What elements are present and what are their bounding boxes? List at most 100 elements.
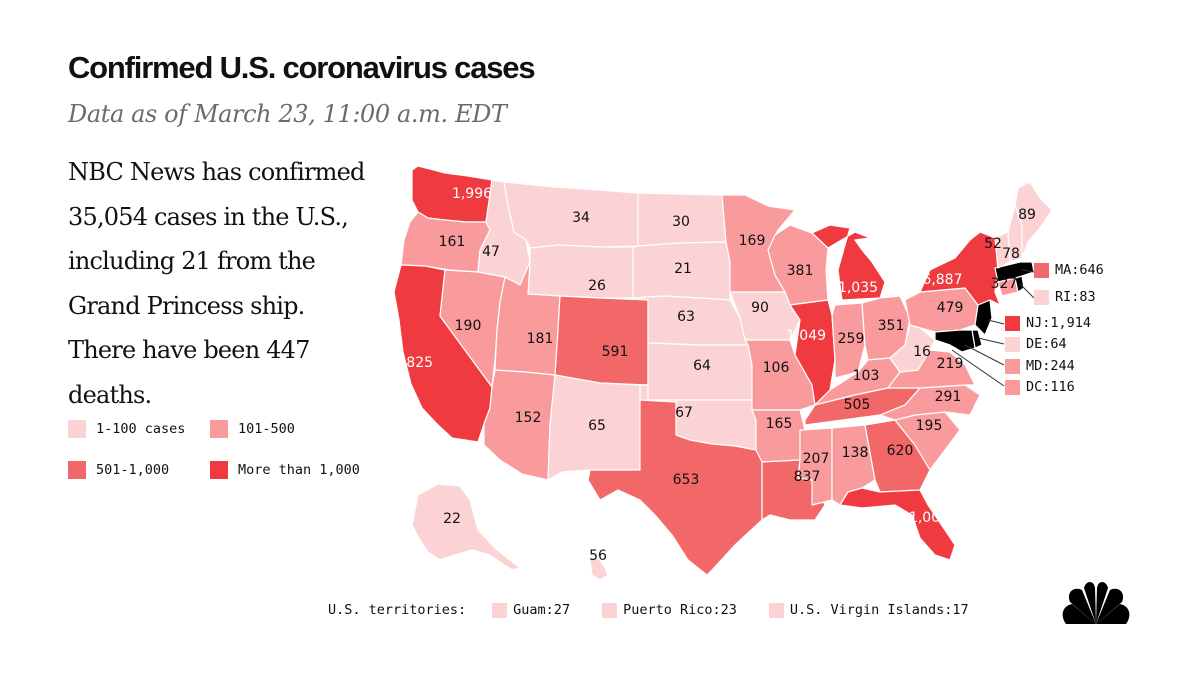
state-alaska <box>411 483 521 571</box>
state-label-hawaii: 56 <box>589 548 607 564</box>
state-label-kentucky: 103 <box>853 368 880 384</box>
us-map: 1,996 161 1,825 47 190 34 26 181 152 591 65 30 21 63 6… <box>380 150 1120 600</box>
state-new-jersey <box>974 299 993 336</box>
state-label-washington: 1,996 <box>452 186 492 202</box>
state-label-south-dakota: 21 <box>674 261 692 277</box>
legend-swatch-2 <box>210 420 228 438</box>
state-hawaii <box>589 557 609 581</box>
territory-swatch-guam <box>492 602 508 618</box>
state-label-california: 1,825 <box>393 355 433 371</box>
callout-label-md: MD:244 <box>1026 358 1075 374</box>
state-label-new-hampshire: 78 <box>1002 246 1020 262</box>
state-florida <box>839 487 956 561</box>
nbc-peacock-logo <box>1062 582 1130 624</box>
state-label-new-mexico: 65 <box>588 418 606 434</box>
territory-usvi: U.S. Virgin Islands:17 <box>768 602 969 618</box>
state-label-arkansas: 165 <box>766 416 793 432</box>
state-label-vermont: 52 <box>984 236 1002 252</box>
state-label-new-york: 16,887 <box>914 272 963 288</box>
state-arizona <box>483 369 556 481</box>
state-label-south-carolina: 195 <box>916 418 943 434</box>
legend-swatch-1 <box>68 420 86 438</box>
callout-label-nj: NJ:1,914 <box>1026 315 1092 331</box>
state-label-georgia: 620 <box>887 443 914 459</box>
callout-label-dc: DC:116 <box>1026 379 1075 395</box>
callout-ma: MA:646 <box>1034 262 1104 278</box>
callout-swatch-ri <box>1034 289 1049 305</box>
callout-de: DE:64 <box>1005 336 1067 352</box>
state-wisconsin <box>767 224 829 306</box>
state-label-louisiana: 837 <box>794 469 821 485</box>
state-labels: 1,996 161 1,825 47 190 34 26 181 152 591 65 30 21 63 6… <box>393 186 1036 564</box>
state-label-michigan: 1,035 <box>838 280 878 296</box>
state-label-nebraska: 63 <box>677 309 695 325</box>
state-label-wisconsin: 381 <box>787 263 814 279</box>
state-label-missouri: 106 <box>763 360 790 376</box>
state-michigan <box>811 224 886 301</box>
state-label-maine: 89 <box>1018 207 1036 223</box>
state-texas <box>587 399 763 576</box>
state-label-iowa: 90 <box>751 300 769 316</box>
callout-nj: NJ:1,914 <box>1005 315 1091 331</box>
territory-swatch-usvi <box>768 602 784 618</box>
callout-swatch-de <box>1005 336 1020 352</box>
legend-item-3: 501-1,000 <box>68 461 169 479</box>
state-label-pennsylvania: 479 <box>937 300 964 316</box>
legend-label-3: 501-1,000 <box>96 462 170 478</box>
legend-label-4: More than 1,000 <box>238 462 360 478</box>
callout-ri: RI:83 <box>1034 289 1096 305</box>
territory-label-puerto-rico: Puerto Rico:23 <box>623 602 737 618</box>
state-label-alaska: 22 <box>443 511 461 527</box>
state-north-carolina <box>879 384 981 421</box>
state-label-north-carolina: 291 <box>935 389 962 405</box>
legend-label-2: 101-500 <box>238 421 295 437</box>
state-label-nevada: 190 <box>455 318 482 334</box>
callout-label-de: DE:64 <box>1026 336 1067 352</box>
state-label-minnesota: 169 <box>739 233 766 249</box>
callout-dc: DC:116 <box>1005 379 1075 395</box>
state-label-alabama: 138 <box>842 445 869 461</box>
state-label-kansas: 64 <box>693 358 711 374</box>
state-label-oklahoma: 67 <box>675 405 693 421</box>
callout-swatch-md <box>1005 358 1020 374</box>
state-montana <box>503 181 639 249</box>
state-label-idaho: 47 <box>482 244 500 260</box>
state-maine <box>1014 181 1053 259</box>
state-maryland <box>934 329 976 353</box>
state-label-ohio: 351 <box>878 318 905 334</box>
callout-md: MD:244 <box>1005 358 1075 374</box>
state-label-arizona: 152 <box>515 410 542 426</box>
legend-item-4: More than 1,000 <box>210 461 360 479</box>
callout-swatch-nj <box>1005 315 1020 331</box>
callout-swatch-ma <box>1034 262 1049 278</box>
chart-title: Confirmed U.S. coronavirus cases <box>68 50 536 85</box>
legend-swatch-3 <box>68 461 86 479</box>
state-wyoming <box>527 244 634 299</box>
territory-puerto-rico: Puerto Rico:23 <box>602 602 737 618</box>
state-label-tennessee: 505 <box>844 397 871 413</box>
state-label-mississippi: 207 <box>803 451 830 467</box>
callout-label-ma: MA:646 <box>1055 262 1104 278</box>
state-label-connecticut: 327 <box>991 276 1018 292</box>
state-label-illinois: 1,049 <box>786 328 826 344</box>
state-label-north-dakota: 30 <box>672 214 690 230</box>
legend-item-1: 1-100 cases <box>68 420 185 438</box>
state-label-colorado: 591 <box>602 344 629 360</box>
summary-text: NBC News has confirmed 35,054 cases in t… <box>68 158 365 409</box>
state-label-wyoming: 26 <box>588 278 606 294</box>
callout-swatch-dc <box>1005 379 1020 395</box>
legend-swatch-4 <box>210 461 228 479</box>
territory-guam: Guam:27 <box>492 602 570 618</box>
state-label-oregon: 161 <box>439 234 466 250</box>
state-label-virginia: 219 <box>937 356 964 372</box>
callout-label-ri: RI:83 <box>1055 289 1096 305</box>
territories-label: U.S. territories: <box>328 602 467 618</box>
chart-subtitle: Data as of March 23, 11:00 a.m. EDT <box>68 100 507 128</box>
state-label-texas: 653 <box>673 472 700 488</box>
state-colorado <box>554 295 649 386</box>
territories-row: U.S. territories: Guam:27 Puerto Rico:23… <box>328 602 1001 618</box>
legend-item-2: 101-500 <box>210 420 295 438</box>
state-missouri <box>744 339 816 411</box>
legend-label-1: 1-100 cases <box>96 421 186 437</box>
state-massachusetts <box>994 261 1035 283</box>
